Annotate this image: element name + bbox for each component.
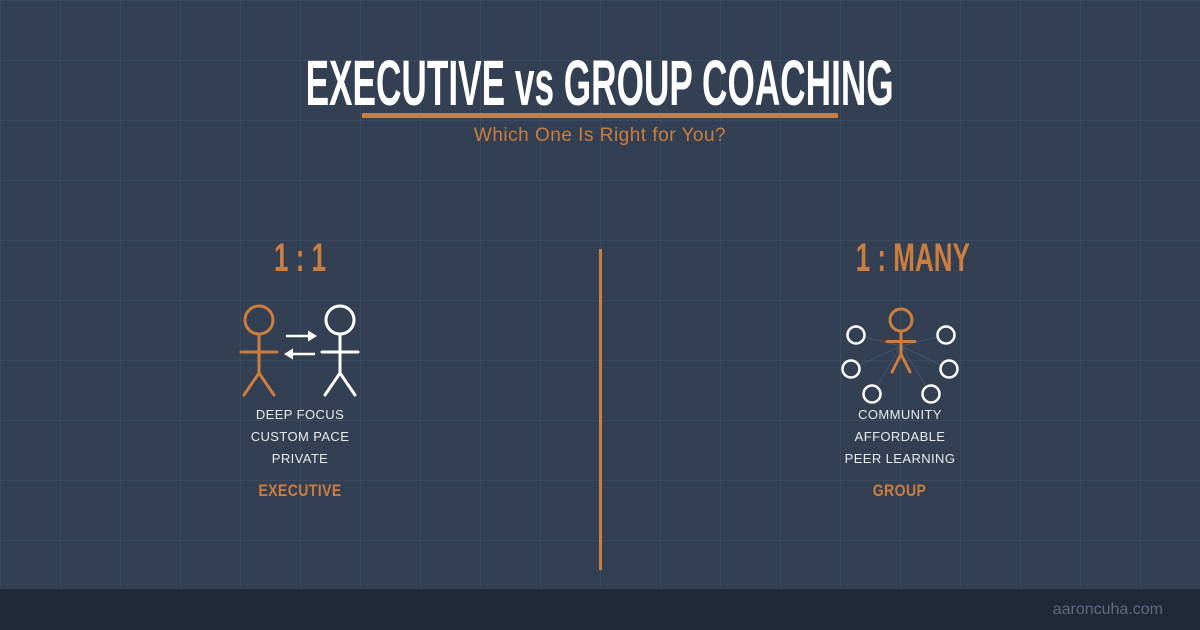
client-stick-figure-icon — [320, 304, 360, 397]
group-panel: 1 : MANY — [825, 238, 975, 520]
group-label: GROUP — [825, 481, 975, 501]
website-text: aaroncuha.com — [1052, 601, 1163, 618]
exchange-arrows-icon — [284, 330, 317, 360]
executive-label-text: EXECUTIVE — [258, 482, 342, 500]
footer: aaroncuha.com — [0, 589, 1200, 630]
executive-ratio-text: 1 : 1 — [273, 236, 327, 280]
feature-item: AFFORDABLE — [854, 429, 946, 444]
executive-features-list: DEEP FOCUS CUSTOM PACE PRIVATE — [225, 404, 375, 470]
subtitle: Which One Is Right for You? — [473, 125, 727, 146]
header: EXECUTIVE vs GROUP COACHING Which One Is… — [0, 51, 1200, 148]
group-ratio: 1 : MANY — [825, 238, 975, 278]
executive-label: EXECUTIVE — [225, 481, 375, 501]
title-underline — [362, 113, 838, 118]
feature-item: CUSTOM PACE — [250, 429, 350, 444]
center-divider — [599, 249, 602, 570]
coach-stick-figure-icon — [885, 307, 917, 374]
group-features-list: COMMUNITY AFFORDABLE PEER LEARNING — [825, 404, 975, 470]
feature-item: PEER LEARNING — [844, 451, 956, 466]
group-ratio-text: 1 : MANY — [855, 236, 970, 280]
feature-item: COMMUNITY — [858, 407, 942, 422]
page-title-text: EXECUTIVE vs GROUP COACHING — [305, 47, 895, 119]
group-label-text: GROUP — [873, 482, 927, 500]
page-title: EXECUTIVE vs GROUP COACHING — [0, 51, 1200, 115]
coach-stick-figure-icon — [239, 304, 279, 397]
feature-item: DEEP FOCUS — [255, 407, 345, 422]
one-on-one-exchange-icon — [239, 304, 360, 397]
feature-item: PRIVATE — [271, 451, 329, 466]
executive-panel: 1 : 1 DEE — [225, 238, 375, 520]
executive-ratio: 1 : 1 — [225, 238, 375, 278]
coach-with-group-icon — [841, 307, 959, 404]
group-member-circles-icon — [841, 325, 959, 404]
